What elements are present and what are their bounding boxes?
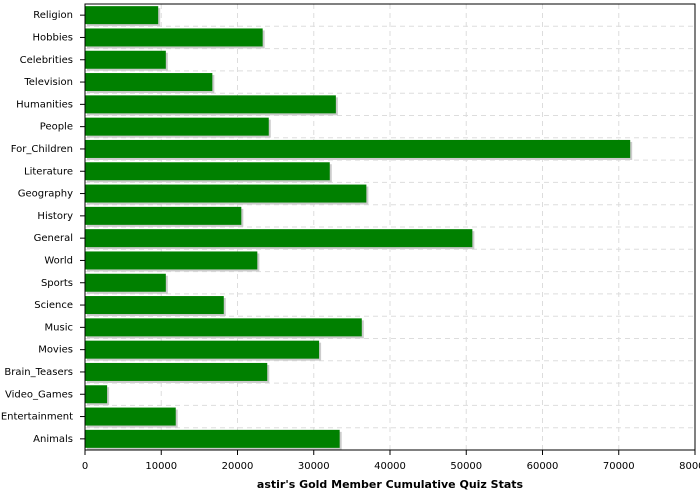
y-tick-label: Geography: [18, 189, 73, 200]
x-tick-label: 20000: [222, 461, 254, 472]
x-tick-label: 60000: [527, 461, 559, 472]
y-tick-label: Entertainment: [1, 412, 73, 423]
bar: [85, 296, 224, 315]
bar: [85, 139, 631, 158]
x-tick-label: 30000: [298, 461, 330, 472]
bar: [85, 251, 258, 270]
y-tick-label: People: [40, 122, 73, 133]
x-tick-label: 40000: [374, 461, 406, 472]
bar: [85, 73, 213, 92]
bar: [85, 318, 362, 337]
y-tick-label: Movies: [38, 345, 73, 356]
y-tick-label: Sports: [41, 278, 73, 289]
bar: [85, 117, 269, 136]
bar: [85, 429, 340, 448]
bar: [85, 50, 166, 69]
bar: [85, 28, 263, 47]
y-tick-label: Animals: [33, 434, 73, 445]
bar: [85, 407, 176, 426]
bar: [85, 340, 320, 359]
y-tick-label: For_Children: [11, 144, 73, 155]
y-tick-label: Video_Games: [5, 389, 73, 400]
y-tick-label: Literature: [24, 166, 73, 177]
x-tick-label: 50000: [450, 461, 482, 472]
plot-frame: [84, 3, 696, 451]
x-tick-label: 70000: [603, 461, 635, 472]
y-tick-label: Celebrities: [20, 55, 73, 66]
bar: [85, 6, 159, 25]
y-tick-label: Music: [45, 322, 73, 333]
y-tick-label: Religion: [33, 10, 73, 21]
y-tick-label: Science: [34, 300, 73, 311]
bar: [85, 362, 268, 381]
bar: [85, 95, 336, 114]
bar: [85, 273, 166, 292]
y-tick-label: Brain_Teasers: [4, 367, 73, 378]
y-tick-label: Hobbies: [33, 32, 73, 43]
bar: [85, 385, 108, 404]
x-tick-label: 0: [82, 461, 88, 472]
x-tick-label: 10000: [145, 461, 177, 472]
y-tick-label: General: [34, 233, 73, 244]
bar: [85, 184, 367, 203]
y-tick-label: History: [37, 211, 73, 222]
y-tick-label: Humanities: [16, 99, 73, 110]
bar: [85, 162, 330, 181]
y-tick-label: Television: [23, 77, 73, 88]
y-tick-label: World: [44, 255, 73, 266]
bar: [85, 229, 473, 248]
bar: [85, 206, 242, 225]
x-tick-label: 80000: [679, 461, 700, 472]
x-axis-label: astir's Gold Member Cumulative Quiz Stat…: [257, 478, 524, 491]
